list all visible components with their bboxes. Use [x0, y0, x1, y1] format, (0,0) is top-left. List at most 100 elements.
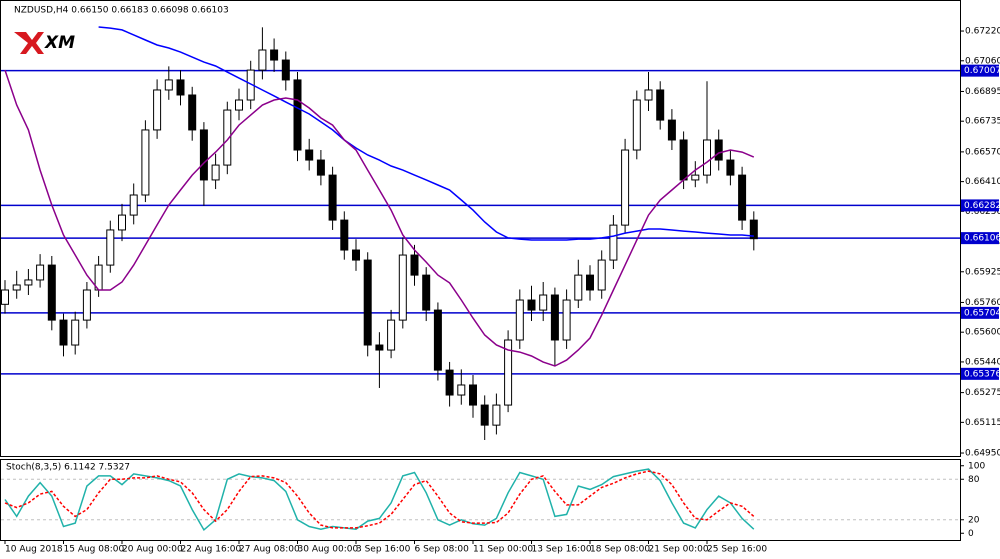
candle-body — [235, 99, 243, 111]
level-box — [961, 232, 999, 245]
candle-body — [539, 294, 548, 311]
candle-body — [82, 289, 91, 321]
candle-body — [398, 254, 407, 321]
candle-body — [270, 49, 279, 61]
y-tick-label: 0.66410 — [965, 177, 1000, 187]
x-tick-label: 21 Sep 00:00 — [649, 545, 709, 555]
candle-body — [293, 79, 302, 151]
y-tick-label: 0.65925 — [965, 267, 1000, 277]
candle-body — [12, 284, 21, 291]
level-label: 0.66282 — [964, 201, 1000, 211]
candle-body — [667, 119, 676, 141]
stoch-main — [4, 468, 755, 532]
candle-body — [328, 174, 337, 221]
candle-body — [176, 79, 185, 96]
candle-body — [445, 369, 454, 396]
candle-body — [141, 129, 150, 196]
moving-average — [4, 69, 755, 367]
candle-body — [410, 254, 419, 276]
candle-body — [597, 259, 606, 291]
candle-body — [188, 94, 197, 131]
y-tick-label: 0.65115 — [965, 418, 1000, 428]
candle-body — [609, 224, 618, 261]
candle-body — [24, 279, 33, 286]
y-tick-label: 0.67060 — [965, 56, 1000, 66]
candle-body — [340, 219, 349, 251]
y-tick-label: 0.65440 — [965, 357, 1000, 367]
candle-body — [164, 79, 173, 91]
logo-mark — [14, 32, 44, 54]
stoch-frame — [0, 459, 961, 541]
candle-body — [118, 214, 126, 231]
candle-body — [703, 139, 711, 176]
stoch-label: Stoch(8,3,5) 6.1142 7.5327 — [6, 463, 130, 473]
candle-body — [352, 249, 360, 261]
x-tick-label: 11 Sep 00:00 — [473, 545, 533, 555]
stoch-signal — [4, 470, 755, 529]
candle-body — [36, 264, 45, 281]
y-tick-label: 0.64950 — [965, 449, 1000, 459]
candle-body — [1, 289, 9, 305]
candle-body — [422, 274, 431, 311]
x-tick-label: 15 Aug 08:00 — [64, 545, 125, 555]
candle-body — [621, 149, 630, 226]
candle-body — [726, 159, 735, 176]
candle-body — [387, 319, 396, 351]
candle-body — [586, 274, 594, 291]
candle-body — [679, 139, 688, 181]
y-tick-label: 0.66895 — [965, 87, 1000, 97]
y-tick-label: 0.66250 — [965, 207, 1000, 217]
candle-body — [527, 299, 536, 311]
x-tick-label: 25 Sep 16:00 — [707, 545, 767, 555]
candle-body — [363, 259, 372, 346]
stoch-y-tick-label: 20 — [968, 515, 980, 525]
x-tick-label: 6 Sep 08:00 — [415, 545, 470, 555]
main-frame — [0, 0, 961, 457]
x-tick-label: 10 Aug 2018 — [5, 545, 63, 555]
candle-body — [199, 129, 208, 181]
level-box — [961, 367, 999, 380]
stoch-y-tick-label: 100 — [968, 461, 985, 471]
y-tick-label: 0.66735 — [965, 117, 1000, 127]
y-tick-label: 0.65275 — [965, 388, 1000, 398]
candle-body — [153, 89, 162, 131]
level-box — [961, 306, 999, 319]
x-tick-label: 30 Aug 00:00 — [298, 545, 359, 555]
candle-body — [433, 309, 442, 371]
stoch-y-tick-label: 0 — [968, 529, 974, 539]
candle-body — [691, 174, 700, 181]
x-tick-label: 20 Aug 00:00 — [122, 545, 183, 555]
level-label: 0.65704 — [964, 308, 1000, 318]
level-box — [961, 64, 999, 77]
moving-average — [98, 26, 754, 241]
x-tick-label: 13 Sep 16:00 — [532, 545, 592, 555]
y-tick-label: 0.67220 — [965, 27, 1000, 37]
level-label: 0.65376 — [964, 369, 1000, 379]
candle-body — [106, 229, 115, 266]
x-tick-label: 27 Aug 08:00 — [239, 545, 300, 555]
candle-body — [574, 274, 583, 301]
x-tick-label: 3 Sep 16:00 — [356, 545, 411, 555]
level-label: 0.67007 — [964, 66, 1000, 76]
candle-body — [632, 99, 641, 151]
x-tick-label: 22 Aug 16:00 — [181, 545, 242, 555]
candle-body — [656, 89, 665, 121]
level-box — [961, 199, 999, 212]
candle-body — [562, 299, 571, 341]
candle-body — [47, 264, 56, 321]
level-label: 0.66106 — [964, 234, 1000, 244]
x-tick-label: 18 Sep 08:00 — [590, 545, 650, 555]
logo: XM — [14, 32, 75, 54]
candle-body — [375, 344, 384, 351]
candle-body — [469, 384, 477, 406]
candle-body — [738, 174, 747, 221]
candle-body — [492, 404, 501, 426]
candle-body — [480, 404, 489, 426]
candle-body — [129, 194, 138, 216]
candle-body — [211, 164, 220, 181]
candle-body — [515, 299, 524, 341]
y-tick-label: 0.66570 — [965, 147, 1000, 157]
candle-body — [714, 139, 723, 161]
